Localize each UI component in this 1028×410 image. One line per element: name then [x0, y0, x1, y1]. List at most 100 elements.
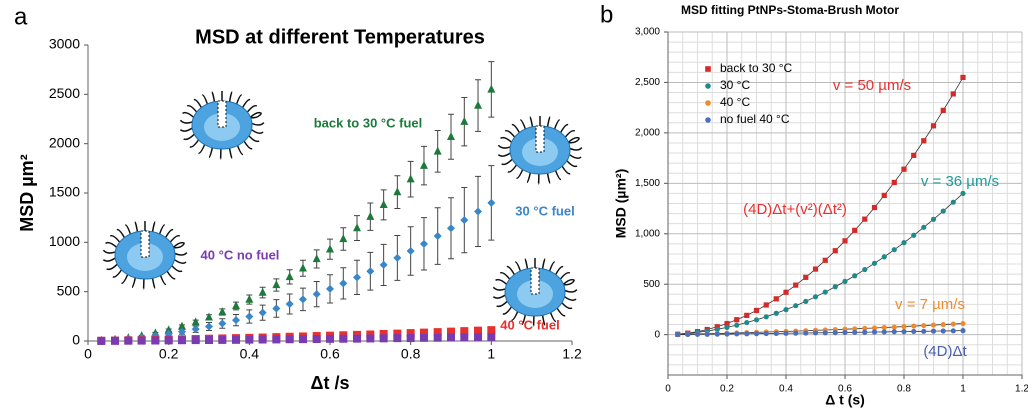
- point: [258, 287, 267, 296]
- point: [911, 152, 917, 158]
- point: [272, 304, 281, 313]
- point: [285, 272, 294, 281]
- point: [852, 227, 858, 233]
- x-tick-label: 0.8: [401, 346, 421, 362]
- point: [366, 267, 375, 276]
- point: [842, 278, 848, 284]
- point: [724, 331, 730, 337]
- point: [460, 216, 469, 225]
- point: [285, 335, 294, 344]
- brush-hair: [102, 249, 116, 254]
- point: [339, 279, 348, 288]
- brush-hair: [106, 263, 119, 271]
- point: [852, 329, 858, 335]
- point: [714, 331, 720, 337]
- brush-hair: [502, 305, 513, 315]
- brush-hair: [112, 268, 123, 278]
- point: [724, 324, 730, 330]
- legend-label: back to 30 °C: [720, 61, 793, 75]
- brush-hair: [109, 234, 121, 244]
- point: [460, 116, 469, 125]
- point: [379, 260, 388, 269]
- point: [891, 329, 897, 335]
- x-axis-label: Δt /s: [311, 373, 350, 393]
- point: [218, 319, 227, 328]
- brush-hair: [189, 138, 200, 148]
- brush-hair: [116, 228, 126, 240]
- brush-hair: [169, 234, 181, 244]
- brush-hair: [246, 104, 258, 114]
- point: [881, 329, 887, 335]
- x-tick-label: 0: [84, 346, 92, 362]
- brush-hair: [504, 129, 516, 139]
- point: [326, 284, 334, 293]
- point: [258, 308, 267, 317]
- point: [812, 294, 819, 300]
- point: [960, 320, 966, 327]
- brush-hair: [496, 300, 509, 308]
- point: [353, 334, 362, 343]
- point: [960, 190, 966, 197]
- point: [474, 326, 483, 335]
- point: [245, 312, 254, 321]
- point: [950, 328, 956, 334]
- point: [793, 282, 799, 288]
- y-tick-label: 2,000: [635, 128, 660, 139]
- brush-hair: [174, 252, 188, 256]
- point: [763, 330, 769, 337]
- point: [474, 207, 483, 216]
- point: [753, 317, 760, 323]
- series-label: 40 °C no fuel: [201, 247, 280, 262]
- point: [911, 328, 917, 335]
- point: [487, 333, 496, 342]
- point: [205, 322, 213, 331]
- x-tick-label: 0.8: [897, 384, 911, 395]
- point: [312, 254, 321, 263]
- point: [930, 328, 937, 334]
- point: [379, 200, 388, 209]
- y-tick-label: 3,000: [635, 27, 660, 38]
- point: [812, 266, 819, 272]
- point: [803, 274, 809, 280]
- brush-hair: [497, 144, 511, 149]
- brush-hair: [182, 111, 195, 119]
- point: [232, 316, 241, 325]
- point: [871, 260, 878, 266]
- point: [366, 334, 375, 343]
- point: [822, 289, 828, 295]
- point: [312, 335, 321, 344]
- point: [232, 301, 241, 310]
- annotation: (4D)Δt: [923, 343, 967, 360]
- brush-hair: [247, 134, 260, 143]
- point: [744, 331, 750, 337]
- particle-icon: [179, 91, 265, 160]
- stoma: [140, 230, 150, 258]
- point: [419, 239, 428, 248]
- particle-icon: [102, 221, 188, 290]
- brush-hair: [105, 241, 118, 249]
- point: [675, 331, 681, 338]
- y-tick-label: 2000: [49, 134, 80, 150]
- point: [783, 289, 789, 295]
- brush-hair: [564, 129, 576, 139]
- fit-line: [677, 330, 964, 335]
- point: [793, 303, 799, 309]
- point: [447, 131, 455, 140]
- x-tick-label: 1: [960, 384, 966, 395]
- point: [151, 336, 160, 345]
- brush-hair: [500, 136, 513, 144]
- brush-hair: [179, 127, 193, 132]
- chart-title: MSD fitting PtNPs-Stoma-Brush Motor: [681, 3, 899, 17]
- legend-swatch: [705, 100, 711, 106]
- brush-hair: [507, 163, 518, 173]
- point: [245, 294, 254, 303]
- series-label: back to 30 °C fuel: [314, 115, 423, 130]
- point: [822, 330, 828, 336]
- point: [191, 336, 200, 345]
- point: [832, 248, 838, 254]
- point: [704, 331, 710, 337]
- point: [694, 331, 701, 337]
- point: [191, 325, 200, 334]
